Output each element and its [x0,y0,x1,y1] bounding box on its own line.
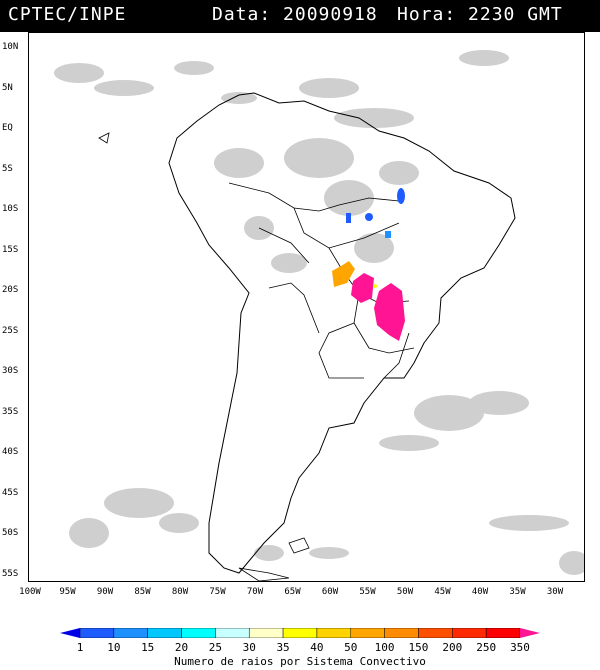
colorbar-segment [147,628,182,638]
colorbar-segment [282,628,318,638]
colorbar-segment [181,628,216,638]
lon-tick-label: 75W [209,587,226,597]
colorbar-segment [215,628,250,638]
lon-tick-label: 80W [171,587,189,597]
lat-tick-label: 5N [2,82,13,93]
convective-system-blue [346,213,351,223]
colorbar-tick-label: 1 [76,641,84,654]
lat-tick-label: 10N [2,42,19,52]
lat-tick-label: 20S [2,285,19,295]
colorbar-tick-label: 50 [344,641,358,654]
lon-tick-label: 85W [134,587,151,597]
lat-tick-label: EQ [2,123,13,133]
colorbar-segment [248,628,284,638]
colorbar-tick-label: 40 [310,641,324,654]
colorbar-segment [316,628,352,638]
colorbar-tick-label: 250 [476,641,497,654]
lon-tick-label: 70W [246,587,264,597]
lat-tick-label: 45S [2,487,19,498]
colorbar-tick-label: 10 [107,641,121,654]
lon-tick-label: 40W [471,587,489,597]
convective-system-magenta [374,283,405,341]
lat-tick-label: 30S [2,366,19,376]
lat-tick-label: 35S [2,406,19,417]
lat-tick-label: 15S [2,244,19,255]
lon-tick-label: 100W [19,587,41,597]
lat-tick-label: 5S [2,163,13,174]
country-borders [228,182,415,379]
convective-system-magenta [351,273,374,303]
colorbar-max-arrow [520,628,540,638]
map-header: CPTEC/INPE Data: 20090918 Hora: 2230 GMT [0,0,600,32]
colorbar-title: Numero de raios por Sistema Convectivo [174,655,426,668]
colorbar-tick-label: 350 [510,641,530,654]
lon-tick-label: 95W [59,587,76,597]
colorbar-tick-label: 15 [141,641,155,654]
map-canvas [54,50,584,581]
colorbar-segment [113,628,148,638]
colorbar-min-arrow [60,628,80,638]
lat-tick-label: 25S [2,325,19,336]
colorbar [60,628,540,638]
convective-system-orange [332,261,355,287]
colorbar-segment [485,628,521,638]
date-label: Data: 20090918 [212,4,378,25]
lat-tick-label: 50S [2,528,19,538]
convective-systems [332,188,405,341]
convective-system-light-blue [385,231,391,238]
convective-system-yellow [373,284,377,288]
lat-tick-label: 10S [2,204,19,214]
time-label: Hora: 2230 GMT [397,4,563,25]
colorbar-segment [418,628,453,638]
cloud-cover [54,50,584,575]
convective-system-blue [397,188,405,204]
lon-tick-label: 55W [359,587,376,597]
south-america-coastline [168,92,516,574]
colorbar-segment [350,628,385,638]
colorbar-tick-label: 20 [174,641,189,654]
lon-tick-label: 90W [96,587,114,597]
colorbar-segment [384,628,419,638]
colorbar-tick-label: 200 [442,641,463,654]
lon-tick-label: 60W [321,587,339,597]
colorbar-tick-label: 150 [408,641,429,654]
colorbar-tick-label: 100 [374,641,395,654]
islands [98,132,310,581]
colorbar-tick-label: 35 [276,641,290,654]
colorbar-tick-label: 30 [242,641,256,654]
source-label: CPTEC/INPE [8,4,127,25]
map-panel [28,32,585,582]
lat-tick-label: 55S [2,568,19,579]
lon-tick-label: 30W [546,587,564,597]
lat-tick-label: 40S [2,447,19,457]
colorbar-segment [452,628,487,638]
lon-tick-label: 50W [396,587,414,597]
convective-system-blue [365,213,373,221]
lon-tick-label: 35W [509,587,526,597]
colorbar-segment [79,628,115,638]
lon-tick-label: 45W [434,587,451,597]
lon-tick-label: 65W [284,587,301,597]
colorbar-tick-label: 25 [208,641,222,654]
